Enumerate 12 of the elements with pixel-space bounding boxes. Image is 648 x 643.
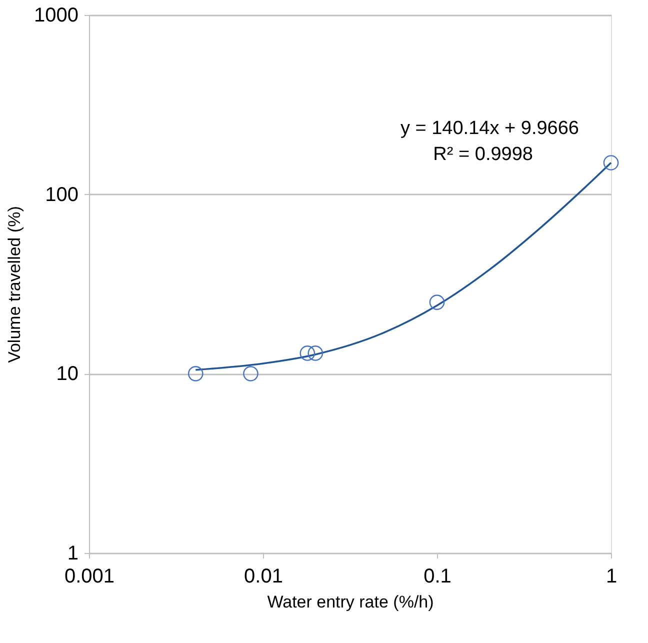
x-axis-title: Water entry rate (%/h) [267,592,434,612]
y-tick-label: 1000 [34,4,78,26]
x-tick-label: 1 [606,566,618,588]
y-tick-label: 1 [67,542,78,564]
x-tick-label: 0.1 [424,566,452,588]
annotation: R² = 0.9998 [433,144,533,165]
x-tick-label: 0.01 [244,566,283,588]
x-tick-label: 0.001 [64,566,115,588]
y-tick-label: 10 [56,363,78,386]
annotation: y = 140.14x + 9.9666 [400,118,579,139]
y-axis-title: Volume travelled (%) [5,206,24,363]
y-tick-label: 100 [45,184,78,206]
